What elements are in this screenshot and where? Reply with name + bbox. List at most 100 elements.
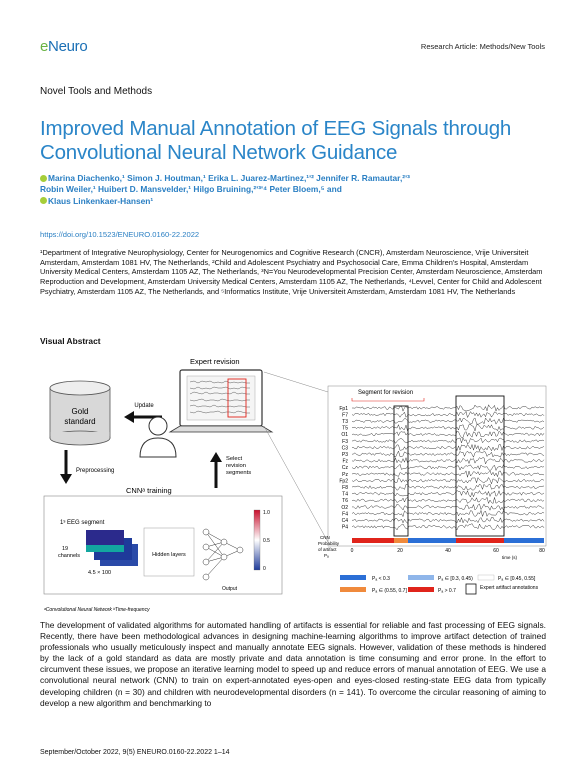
channels-label-1: 19 bbox=[62, 546, 68, 552]
eeg-trace bbox=[351, 470, 545, 478]
authors-line-3: Klaus Linkenkaer-Hansen¹ bbox=[48, 195, 154, 206]
page-footer: September/October 2022, 9(5) ENEURO.0160… bbox=[40, 749, 230, 756]
eeg-trace bbox=[351, 509, 545, 518]
channel-label: F8 bbox=[342, 485, 348, 491]
legend-item: Pₐ ∈ [0.3, 0.45) bbox=[438, 576, 473, 582]
eeg-trace bbox=[351, 490, 545, 498]
time-tick: 80 bbox=[539, 548, 545, 554]
eeg-trace bbox=[351, 477, 545, 485]
channel-label: Fz bbox=[342, 459, 348, 465]
output-label: Output bbox=[222, 586, 238, 592]
hidden-layers-box bbox=[143, 527, 195, 577]
gold-standard-database-icon bbox=[49, 380, 111, 446]
update-arrowhead bbox=[124, 411, 134, 423]
select-label-2: revision bbox=[226, 463, 246, 469]
legend-item: Pₐ ∈ (0.55, 0.7] bbox=[372, 588, 407, 594]
eeg-segment-label: 1ˢ EEG segment bbox=[60, 520, 105, 526]
prob-label-4: Pₐ bbox=[324, 553, 329, 558]
eeg-trace bbox=[351, 411, 545, 419]
authors-line-1: Marina Diachenko,¹ Simon J. Houtman,¹ Er… bbox=[48, 173, 410, 183]
output-network-icon bbox=[202, 528, 244, 581]
mini-highlight-box bbox=[227, 378, 247, 418]
visual-abstract-heading: Visual Abstract bbox=[40, 336, 101, 346]
expert-annotation-box bbox=[455, 395, 505, 537]
person-icon bbox=[139, 416, 177, 458]
channel-label: O2 bbox=[341, 505, 348, 511]
update-label: Update bbox=[134, 403, 154, 409]
eeg-trace bbox=[351, 483, 545, 491]
channel-label: T5 bbox=[342, 426, 348, 432]
eeg-trace bbox=[351, 456, 545, 465]
channel-label: F4 bbox=[342, 511, 348, 517]
colorbar-tick-mid: 0.5 bbox=[263, 538, 270, 544]
connector-line bbox=[263, 425, 329, 543]
article-title: Improved Manual Annotation of EEG Signal… bbox=[40, 117, 512, 164]
eeg-trace bbox=[351, 503, 545, 511]
orcid-icon[interactable] bbox=[40, 197, 47, 205]
eeg-trace bbox=[351, 437, 545, 445]
tf-spectrogram-stack bbox=[86, 530, 138, 566]
time-tick: 0 bbox=[351, 548, 354, 554]
doi-link[interactable]: https://doi.org/10.1523/ENEURO.0160-22.2… bbox=[40, 230, 200, 239]
time-tick: 20 bbox=[397, 548, 403, 554]
channel-label: Cz bbox=[342, 465, 349, 471]
section-label: Novel Tools and Methods bbox=[40, 86, 153, 97]
legend-item: Pₐ ∈ [0.45, 0.55] bbox=[498, 576, 536, 582]
channel-label: Fp1 bbox=[339, 406, 348, 412]
channel-label: Fp2 bbox=[339, 478, 348, 484]
segment-bracket bbox=[351, 398, 425, 402]
legend-item: Pₐ < 0.3 bbox=[372, 576, 390, 582]
cnn-training-label: CNNᵃ training bbox=[126, 486, 172, 495]
dims-label: 4.5 × 100 bbox=[88, 570, 111, 576]
journal-logo: eNeuro bbox=[40, 38, 88, 55]
mini-eeg-traces bbox=[189, 380, 250, 414]
visual-abstract-figure: Gold standard Update Preprocessing Exper… bbox=[43, 357, 547, 613]
preprocessing-arrowhead bbox=[60, 474, 72, 484]
segment-for-revision-label: Segment for revision bbox=[358, 390, 413, 396]
channel-label: Pz bbox=[342, 472, 348, 478]
preprocessing-label: Preprocessing bbox=[76, 468, 114, 474]
eeg-trace bbox=[351, 430, 545, 438]
eeg-trace bbox=[352, 404, 545, 412]
eeg-trace bbox=[351, 496, 545, 505]
figure-footnote: ᵃConvolutional Neural Network ᵇTime-freq… bbox=[44, 607, 150, 613]
eeg-trace bbox=[351, 424, 545, 432]
expert-revision-label: Expert revision bbox=[190, 357, 240, 366]
select-label-3: segments bbox=[226, 470, 251, 476]
channel-label: F7 bbox=[342, 412, 348, 418]
channel-label: P4 bbox=[342, 525, 348, 531]
channel-label: F3 bbox=[342, 439, 348, 445]
channel-label: T4 bbox=[342, 492, 348, 498]
channel-label: T6 bbox=[342, 498, 348, 504]
running-head: Research Article: Methods/New Tools bbox=[420, 42, 545, 51]
channel-label: C4 bbox=[342, 518, 349, 524]
select-label-1: Select bbox=[226, 456, 243, 462]
gold-label-1: Gold bbox=[72, 407, 89, 416]
expert-annotation-box bbox=[393, 405, 409, 537]
connector-line bbox=[263, 371, 329, 393]
channel-label: P3 bbox=[342, 452, 348, 458]
prob-label-3: of artifact bbox=[318, 547, 337, 552]
eeg-trace bbox=[351, 417, 545, 425]
eeg-traces bbox=[351, 404, 545, 531]
eeg-trace bbox=[351, 450, 545, 458]
affiliations: ¹Department of Integrative Neurophysiolo… bbox=[40, 248, 543, 296]
time-tick: 60 bbox=[493, 548, 499, 554]
colorbar-tick-bottom: 0 bbox=[263, 566, 266, 572]
channel-label: O1 bbox=[341, 432, 348, 438]
legend-item: Pₐ > 0.7 bbox=[438, 588, 456, 594]
eeg-trace bbox=[352, 516, 545, 524]
time-axis-label: time (s) bbox=[502, 555, 518, 560]
colorbar-tick-top: 1.0 bbox=[263, 510, 270, 516]
cnn-probability-bar bbox=[352, 538, 544, 543]
eeg-trace bbox=[351, 463, 545, 472]
select-revision-arrowhead bbox=[210, 452, 222, 462]
abstract-text: The development of validated algorithms … bbox=[40, 620, 546, 708]
eeg-trace bbox=[352, 443, 545, 452]
laptop-icon bbox=[168, 369, 274, 433]
probability-legend: Pₐ < 0.3 Pₐ ∈ [0.3, 0.45) Pₐ ∈ [0.45, 0.… bbox=[340, 574, 539, 595]
orcid-icon[interactable] bbox=[40, 174, 47, 182]
channels-label-2: channels bbox=[58, 553, 80, 559]
eeg-panel bbox=[327, 385, 547, 547]
